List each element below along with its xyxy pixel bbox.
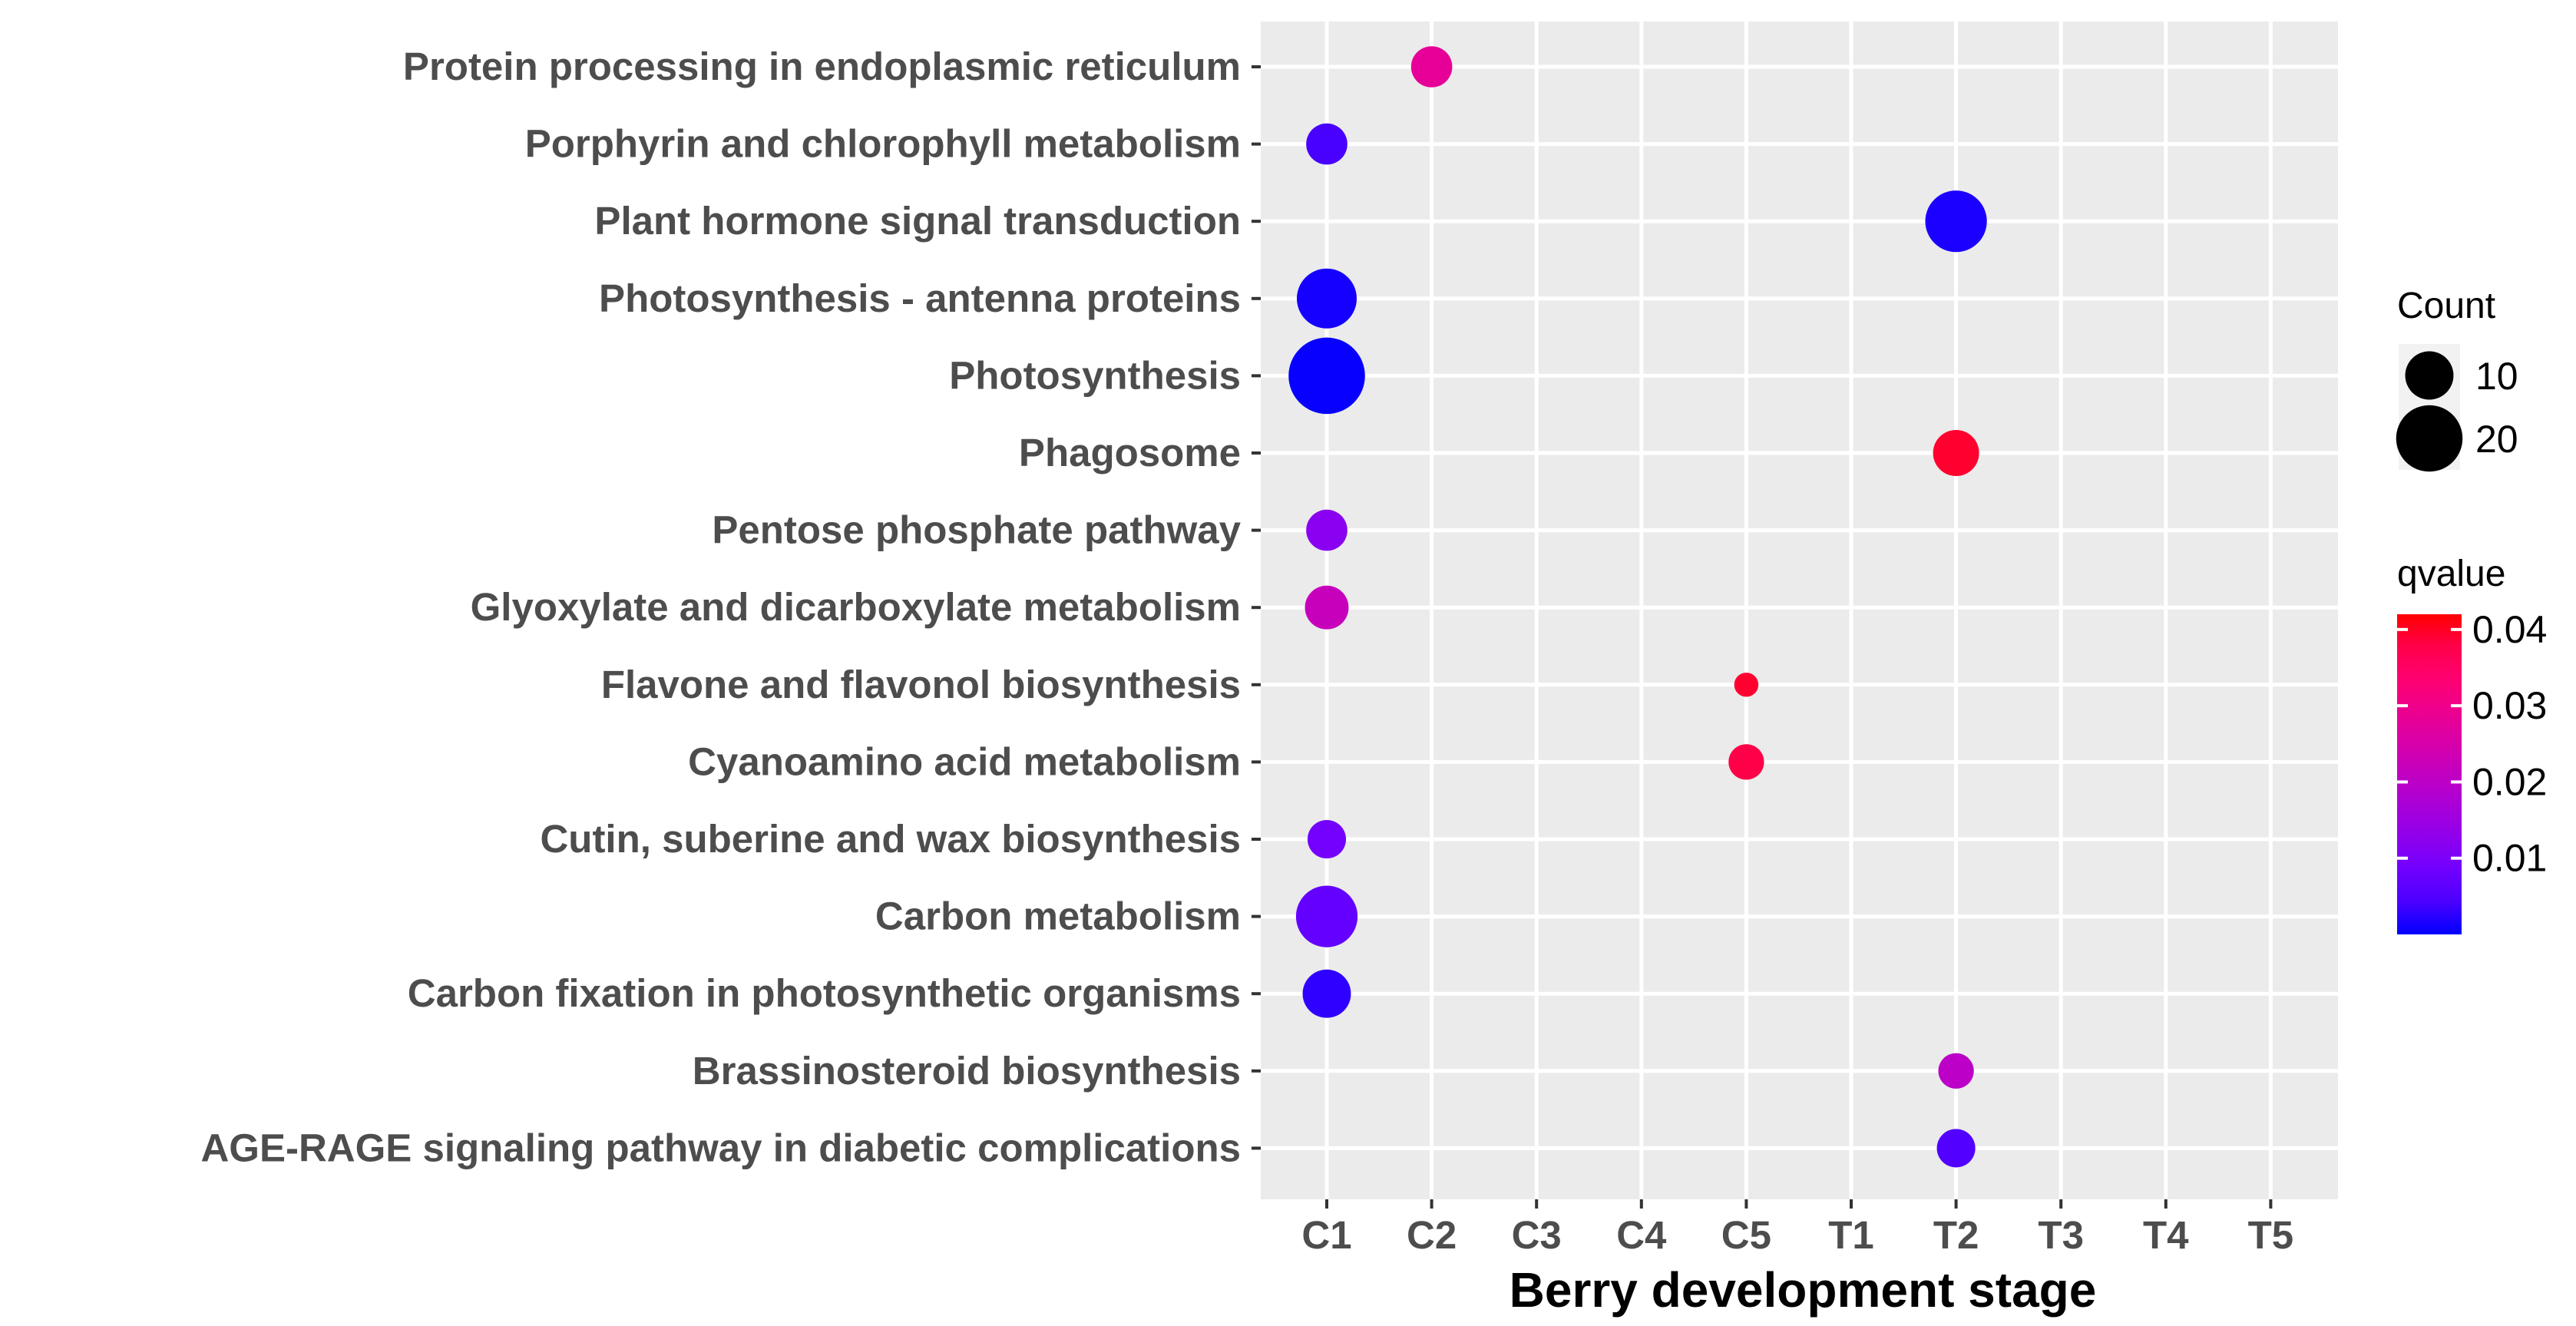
- data-point: [1295, 885, 1358, 947]
- y-tick-label: Pentose phosphate pathway: [712, 508, 1241, 552]
- size-legend-dot: [2396, 405, 2463, 472]
- y-tick-label: Cutin, suberine and wax biosynthesis: [540, 817, 1241, 861]
- data-point: [1305, 585, 1349, 630]
- data-point: [1306, 123, 1348, 165]
- data-point: [1297, 268, 1357, 329]
- size-legend-label: 10: [2475, 355, 2518, 398]
- x-tick-label: T4: [2143, 1213, 2189, 1257]
- panel-background: [1261, 21, 2338, 1199]
- y-axis: AGE-RAGE signaling pathway in diabetic c…: [200, 45, 1261, 1169]
- x-tick-label: C5: [1721, 1213, 1771, 1257]
- color-legend-bar: [2397, 614, 2462, 934]
- y-tick-label: AGE-RAGE signaling pathway in diabetic c…: [200, 1126, 1241, 1169]
- data-point: [1306, 509, 1348, 551]
- x-tick-label: T2: [1933, 1213, 1979, 1257]
- x-tick-label: T3: [2038, 1213, 2084, 1257]
- x-axis: C1 C2 C3 C4 C5 T1 T2 T3 T4 T5: [1301, 1199, 2293, 1257]
- color-legend-title: qvalue: [2397, 554, 2505, 594]
- x-tick-label: C4: [1616, 1213, 1667, 1257]
- size-legend-dot: [2405, 351, 2454, 400]
- y-tick-label: Cyanoamino acid metabolism: [688, 739, 1241, 783]
- y-tick-label: Photosynthesis - antenna proteins: [599, 276, 1241, 320]
- x-tick-label: C3: [1512, 1213, 1562, 1257]
- y-tick-label: Porphyrin and chlorophyll metabolism: [525, 122, 1241, 166]
- data-point: [1938, 1053, 1974, 1089]
- data-point: [1288, 337, 1365, 415]
- data-point: [1302, 969, 1351, 1018]
- data-point: [1925, 190, 1987, 253]
- y-tick-label: Carbon fixation in photosynthetic organi…: [408, 971, 1241, 1015]
- data-points: [1288, 46, 1987, 1168]
- data-point: [1728, 744, 1764, 780]
- y-tick-label: Carbon metabolism: [875, 894, 1241, 938]
- y-tick-label: Phagosome: [1019, 431, 1241, 475]
- size-legend-title: Count: [2397, 286, 2495, 326]
- x-tick-label: C2: [1407, 1213, 1457, 1257]
- x-tick-label: C1: [1301, 1213, 1351, 1257]
- y-tick-label: Flavone and flavonol biosynthesis: [601, 663, 1241, 706]
- data-point: [1936, 1129, 1976, 1168]
- data-point: [1734, 673, 1759, 697]
- data-point: [1307, 819, 1347, 859]
- size-legend: Count 10 20: [2396, 286, 2518, 472]
- color-legend-label: 0.03: [2472, 684, 2547, 727]
- color-legend-label: 0.04: [2472, 608, 2547, 651]
- color-legend-label: 0.01: [2472, 837, 2547, 880]
- y-tick-label: Plant hormone signal transduction: [594, 199, 1241, 243]
- data-point: [1410, 46, 1453, 88]
- y-tick-label: Photosynthesis: [949, 353, 1241, 397]
- data-point: [1933, 430, 1979, 476]
- plot-panel: [1261, 21, 2338, 1199]
- y-tick-label: Brassinosteroid biosynthesis: [693, 1049, 1241, 1093]
- size-legend-label: 20: [2475, 418, 2518, 461]
- color-legend: qvalue 0.01 0.02 0.03 0.04: [2397, 554, 2547, 934]
- x-tick-label: T5: [2248, 1213, 2294, 1257]
- y-tick-label: Protein processing in endoplasmic reticu…: [403, 45, 1241, 88]
- color-legend-label: 0.02: [2472, 760, 2547, 803]
- x-tick-label: T1: [1828, 1213, 1874, 1257]
- y-tick-label: Glyoxylate and dicarboxylate metabolism: [471, 585, 1241, 629]
- x-axis-title: Berry development stage: [1510, 1262, 2097, 1318]
